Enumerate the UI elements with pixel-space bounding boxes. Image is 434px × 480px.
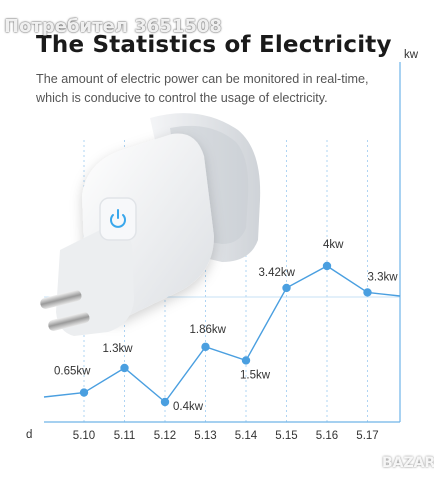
data-label: 3.42kw [259, 267, 296, 279]
data-label: 3.3kw [368, 271, 399, 283]
series-line [43, 265, 401, 404]
x-tick-label: 5.12 [154, 430, 176, 442]
x-axis-label: d [26, 429, 32, 441]
data-point [79, 388, 89, 397]
x-tick-label: 5.13 [194, 430, 216, 442]
chart-grid [44, 140, 400, 422]
description-line: The amount of electric power can be moni… [36, 72, 369, 86]
data-label: 1.3kw [103, 343, 134, 355]
x-tick-label: 5.11 [114, 430, 136, 442]
data-label: 1.86kw [190, 324, 227, 336]
page-title: The Statistics of Electricity [36, 32, 392, 58]
plug-pin-upper [40, 290, 82, 309]
x-tick-label: 5.10 [73, 430, 95, 442]
data-point [241, 356, 251, 365]
data-label: 1.5kw [240, 369, 271, 381]
chart-axes: kw d [26, 49, 419, 441]
footer-watermark: BAZAR [382, 455, 434, 471]
smart-plug-illustration [40, 113, 261, 336]
y-axis-label: kw [404, 49, 419, 61]
data-label: 4kw [323, 239, 344, 251]
x-tick-label: 5.14 [235, 430, 258, 442]
chart-series: 0.65kw 1.3kw 0.4kw 1.86kw 1.5kw 3.42kw 4kw 3.3k… [43, 239, 401, 413]
plug-pin-lower [48, 312, 90, 331]
data-point [201, 342, 210, 352]
watermark-text: Потребител 3651508 [4, 16, 222, 37]
description: The amount of electric power can be moni… [36, 70, 369, 108]
power-icon [110, 209, 126, 228]
data-point [322, 261, 332, 271]
x-tick-label: 5.16 [316, 430, 338, 442]
data-label: 0.4kw [173, 401, 204, 413]
data-point [363, 288, 372, 297]
data-point [282, 283, 291, 293]
data-point [160, 397, 170, 407]
x-tick-labels: 5.10 5.11 5.12 5.13 5.14 5.15 5.16 5.17 [73, 430, 379, 442]
x-tick-label: 5.17 [356, 430, 378, 442]
description-line: which is conducive to control the usage … [36, 91, 328, 105]
data-label: 0.65kw [54, 366, 91, 378]
data-point [120, 363, 129, 373]
x-tick-label: 5.15 [275, 430, 297, 442]
plug-base [56, 225, 134, 336]
